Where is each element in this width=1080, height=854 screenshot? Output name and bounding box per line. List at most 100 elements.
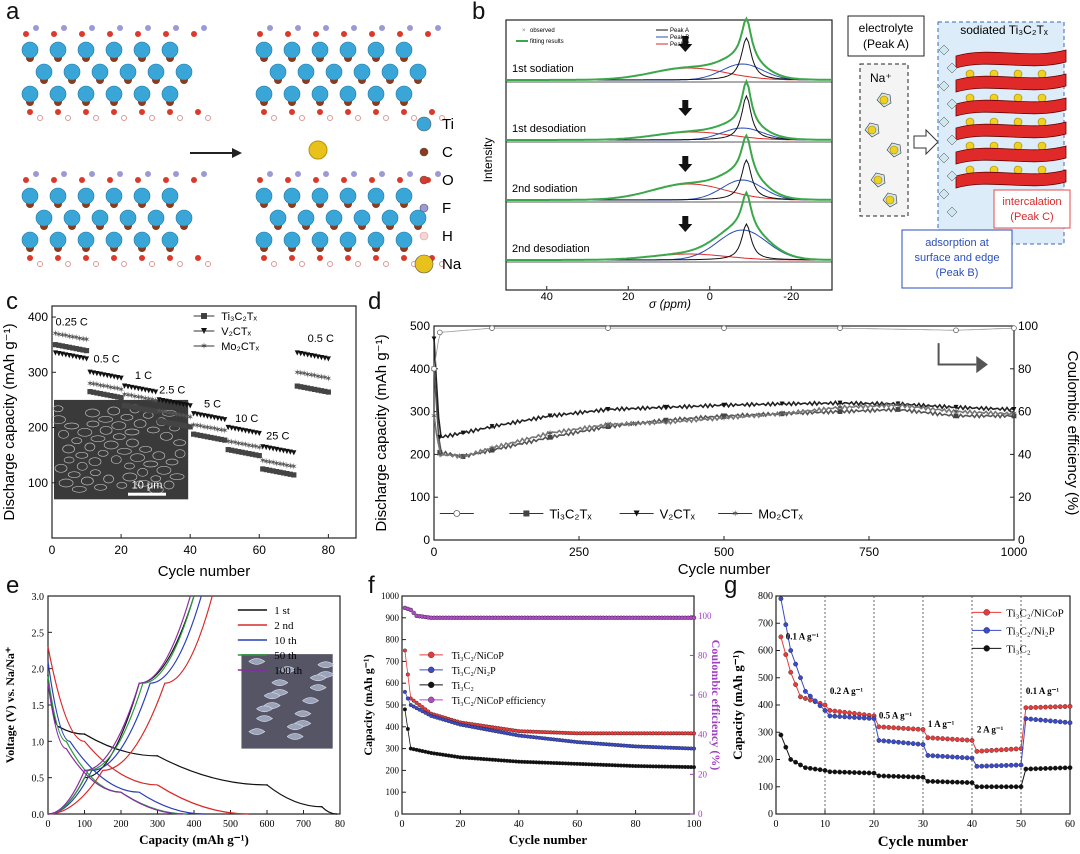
x-tick-label: 80 [322,543,336,557]
svg-text:×: × [522,28,526,34]
data-point [489,424,495,429]
titanium-atom [77,187,95,205]
oxygen-atom [401,255,407,261]
hydrogen-atom [93,115,99,121]
legend-peak-b: Peak B [670,35,689,41]
oxygen-atom [79,177,85,183]
y-tick-label: 400 [758,700,773,711]
legend-label: Ti₃C₂/NiCoP [1006,607,1063,619]
x-tick-label: 40 [184,543,198,557]
x-tick-label: 400 [187,819,202,830]
fluorine-atom [145,171,151,177]
data-point: ✶ [952,407,960,417]
chart-rate-mxene: 10 μm 0 20 40 60 80 100 200 300 400 Cycle number Di… [1,305,357,580]
rate-label: 0.1 A g⁻¹ [1026,686,1060,696]
y-tick-label: 3.0 [32,592,45,603]
legend-label: Ti₃C₂Tₓ [549,506,592,521]
titanium-atom [367,231,385,249]
panel-label-g: g [724,572,738,599]
data-point [277,469,283,475]
legend-label-o: O [442,172,454,189]
legend-peak-a: Peak A [670,28,689,34]
titanium-atom [49,41,67,59]
data-point [156,418,162,424]
data-point: ✶ [307,370,315,380]
x-axis-label: Cycle number [509,832,588,847]
fluorine-atom [407,25,413,31]
data-point [229,447,235,453]
oxygen-atom [135,31,141,37]
data-point [135,405,141,411]
data-point [523,510,530,517]
data-point: ✶ [259,456,267,466]
data-point: ✶ [662,417,670,427]
adsorbed-species [946,134,958,146]
series-line [404,691,695,749]
titanium-atom [161,85,179,103]
x-tick-label: 500 [714,545,734,559]
data-point: ✶ [179,411,187,421]
hydrogen-atom [37,261,43,267]
data-point [159,418,166,425]
data-point [1011,325,1017,331]
data-point [90,389,97,395]
hydrogen-atom [327,115,333,121]
data-point: ✶ [121,389,129,399]
mxene-sheet [955,169,1067,189]
hydrogen-atom [271,115,277,121]
panel-b-nmr: Intensity 1st sodiation 1st desodiation 2n… [481,15,1071,311]
hydrogen-atom [439,115,445,121]
data-point [121,402,128,409]
data-point: ✶ [62,331,70,341]
titanium-atom [381,63,399,81]
data-point [197,432,204,439]
x-tick-label: 30 [918,819,928,830]
data-point [83,356,90,362]
titanium-atom [367,85,385,103]
y2-tick-label: 40 [1018,447,1032,461]
y-tick-label: 200 [410,447,430,461]
oxygen-atom [373,109,379,115]
data-point [489,325,495,331]
oxygen-atom [51,31,57,37]
fluorine-atom [351,171,357,177]
data-point [287,471,293,477]
legend-label: Ti₃C₂ [452,681,474,692]
titanium-atom [311,187,329,205]
rate-label: 0.1 A g⁻¹ [786,632,820,642]
y2-tick-label: 0 [1018,533,1025,547]
data-point [204,434,211,440]
intercalated-na [1013,69,1023,79]
oxygen-atom [289,255,295,261]
legend-fitting: fitting results [530,39,564,45]
titanium-atom [339,41,357,59]
panel-label-a: a [6,0,20,25]
titanium-atom [105,41,123,59]
data-point: ✶ [207,423,215,433]
adsorption-label-2: surface and edge [914,252,999,264]
x-tick-label: 80 [631,819,641,830]
x-tick-label: 100 [687,819,702,830]
data-point [437,434,443,440]
y-tick-label: 0 [395,809,400,819]
x-axis-label: Cycle number [158,563,251,580]
data-point: ✶ [235,438,243,448]
y-tick-label: 700 [386,656,400,666]
legend-label-ti: Ti [442,116,454,133]
data-point: ✶ [304,369,312,379]
y-tick-label: 200 [386,765,400,775]
series-line [780,598,1071,767]
data-point [953,327,959,334]
data-point [427,696,435,704]
data-point [633,510,640,517]
fluorine-atom [89,25,95,31]
hydrogen-atom [177,261,183,267]
oxygen-atom [27,109,33,115]
legend-swatch-na [414,254,434,274]
fluorine-atom [117,25,123,31]
intercalated-na [1037,93,1047,103]
oxygen-atom [341,177,347,183]
rate-label: 0.5 C [93,353,119,365]
titanium-atom [283,41,301,59]
